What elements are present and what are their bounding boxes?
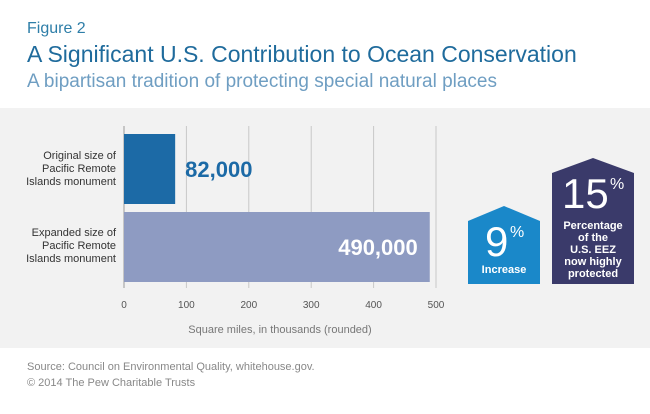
figure-label: Figure 2	[27, 20, 86, 37]
copyright-note: © 2014 The Pew Charitable Trusts	[27, 377, 196, 389]
protected-unit: %	[610, 176, 625, 193]
x-tick-label: 100	[178, 300, 195, 311]
increase-callout: 9 % Increase	[468, 206, 540, 284]
increase-description: Increase	[481, 264, 527, 276]
callout-shape-increase	[468, 206, 540, 284]
bar	[124, 212, 430, 282]
page-title: A Significant U.S. Contribution to Ocean…	[27, 41, 577, 67]
callout-shape-protected	[552, 158, 634, 284]
increase-number: 9	[485, 218, 509, 265]
bar-value-label: 82,000	[185, 157, 252, 182]
x-tick-label: 200	[240, 300, 257, 311]
protected-number: 15	[562, 170, 609, 217]
bar	[124, 134, 176, 204]
x-tick-label: 400	[365, 300, 382, 311]
page-subtitle: A bipartisan tradition of protecting spe…	[27, 71, 497, 92]
x-tick-label: 0	[121, 300, 127, 311]
category-label-expanded: Expanded size of Pacific Remote Islands …	[26, 227, 116, 265]
protected-description: Percentage of the U.S. EEZ now highly pr…	[563, 220, 623, 280]
category-label-original: Original size of Pacific Remote Islands …	[26, 150, 116, 188]
x-tick-label: 300	[303, 300, 320, 311]
bar-value-label: 490,000	[338, 235, 418, 260]
protected-callout: 15 % Percentage of the U.S. EEZ now high…	[552, 158, 634, 284]
x-axis-title: Square miles, in thousands (rounded)	[188, 324, 372, 336]
x-tick-label: 500	[428, 300, 445, 311]
source-note: Source: Council on Environmental Quality…	[27, 361, 315, 373]
increase-unit: %	[510, 224, 525, 241]
